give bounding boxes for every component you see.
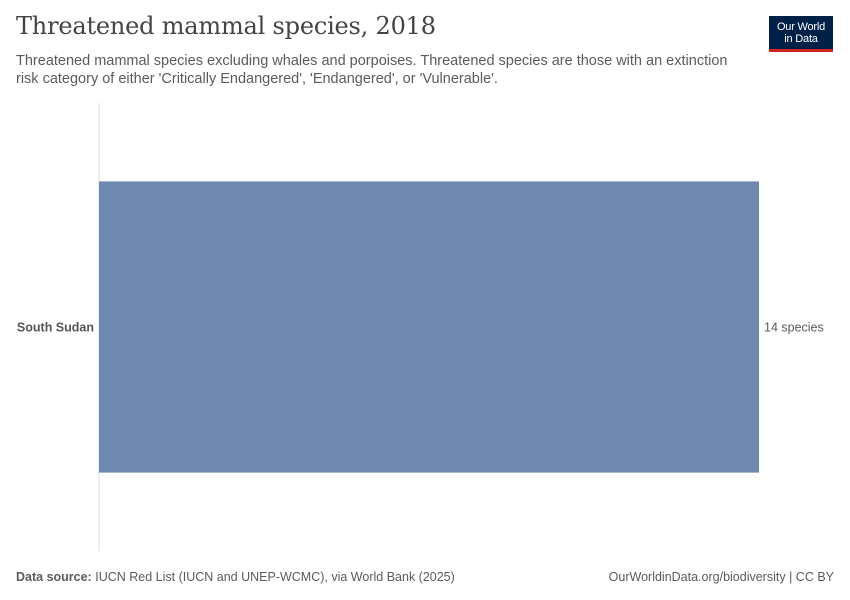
bars-group: South Sudan 14 species <box>17 181 824 473</box>
category-label: South Sudan <box>17 321 94 335</box>
data-source: Data source: IUCN Red List (IUCN and UNE… <box>16 570 455 584</box>
data-source-label: Data source: <box>16 570 92 584</box>
bar-chart: South Sudan 14 species <box>17 103 824 551</box>
chart-subtitle: Threatened mammal species excluding whal… <box>16 53 728 87</box>
footer-credit[interactable]: OurWorldinData.org/biodiversity | CC BY <box>608 570 834 584</box>
bar-south-sudan[interactable] <box>99 181 759 473</box>
chart-title: Threatened mammal species, 2018 <box>16 12 436 40</box>
data-source-text[interactable]: IUCN Red List (IUCN and UNEP-WCMC), via … <box>95 570 455 584</box>
value-label: 14 species <box>764 321 824 335</box>
owid-logo[interactable]: Our World in Data <box>769 16 833 52</box>
